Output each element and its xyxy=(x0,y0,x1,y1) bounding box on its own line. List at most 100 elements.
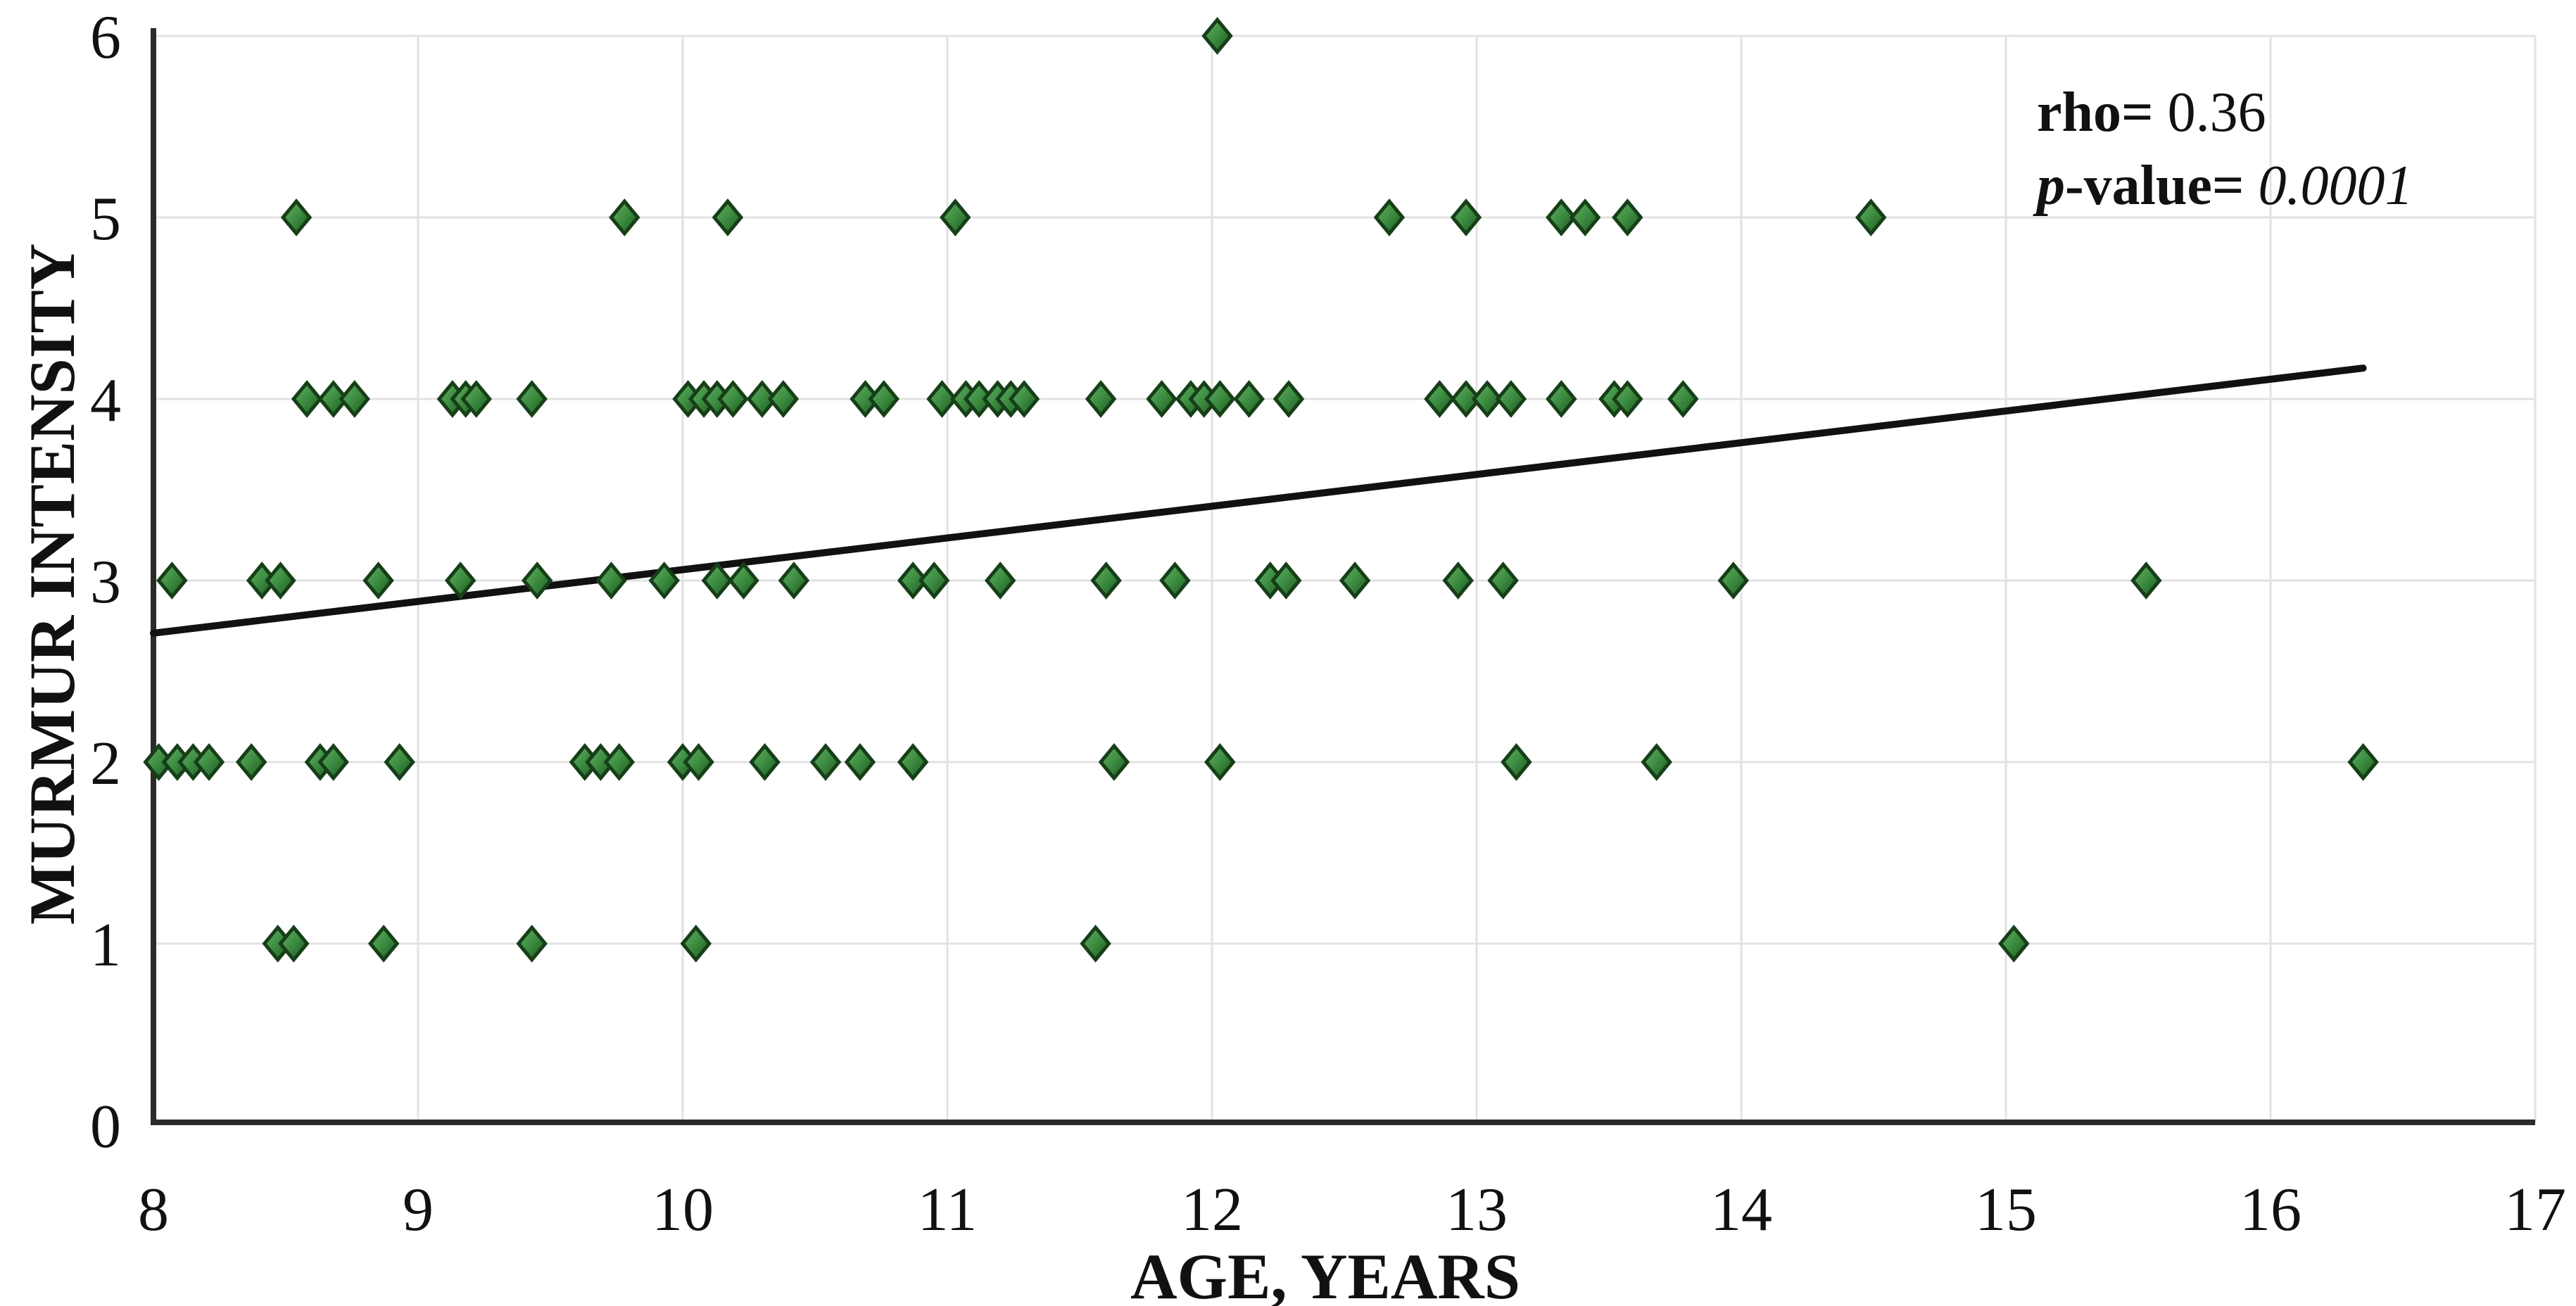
data-point-diamond xyxy=(746,380,778,418)
trend-line xyxy=(150,364,2367,637)
data-point-diamond xyxy=(1450,380,1482,418)
data-point-diamond xyxy=(1201,17,1233,55)
data-point-diamond xyxy=(926,380,958,418)
data-point-diamond xyxy=(516,925,548,963)
y-tick-label: 2 xyxy=(90,730,121,798)
data-point-diamond xyxy=(156,562,188,600)
data-point-diamond xyxy=(609,198,640,236)
x-tick-label: 14 xyxy=(1710,1176,1772,1244)
rho-value: 0.36 xyxy=(2154,82,2266,144)
x-tick-labels: 8 9 10 11 12 13 14 15 16 17 xyxy=(138,1176,2566,1244)
data-point-diamond xyxy=(1008,380,1040,418)
data-point-diamond xyxy=(1612,198,1643,236)
data-point-diamond xyxy=(339,380,371,418)
x-tick-label: 9 xyxy=(403,1176,434,1244)
data-point-diamond xyxy=(317,743,349,781)
data-point-diamond xyxy=(1546,198,1577,236)
y-tick-label: 1 xyxy=(90,911,121,980)
y-axis-title: MURMUR INTENSITY xyxy=(16,243,88,925)
rho-annotation-line: rho= 0.36 xyxy=(2037,82,2266,144)
p-symbol: p xyxy=(2033,155,2065,217)
data-point-diamond xyxy=(1569,198,1601,236)
data-point-diamond xyxy=(1450,198,1482,236)
data-point-diamond xyxy=(984,562,1016,600)
data-point-diamond xyxy=(265,562,296,600)
data-point-diamond xyxy=(1424,380,1456,418)
data-point-diamond xyxy=(460,380,492,418)
rho-label: rho= xyxy=(2037,82,2154,144)
data-point-diamond xyxy=(897,562,929,600)
x-axis-title: AGE, YEARS xyxy=(1130,1241,1520,1306)
data-point-diamond xyxy=(1717,562,1749,600)
data-point-diamond xyxy=(1495,380,1527,418)
data-point-diamond xyxy=(1855,198,1887,236)
data-point-diamond xyxy=(1546,380,1577,418)
data-point-diamond xyxy=(648,562,680,600)
p-value-number: 0.0001 xyxy=(2244,155,2413,217)
data-point-diamond xyxy=(193,743,225,781)
data-point-diamond xyxy=(1090,562,1122,600)
p-value-annotation-line: p-value= 0.0001 xyxy=(2033,155,2413,217)
data-point-diamond xyxy=(235,743,267,781)
data-point-diamond xyxy=(1204,380,1236,418)
y-tick-labels: 0 1 2 3 4 5 6 xyxy=(90,4,121,1161)
y-tick-label: 5 xyxy=(90,185,121,253)
data-point-diamond xyxy=(521,562,553,600)
data-point-diamond xyxy=(595,562,627,600)
data-point-diamond xyxy=(717,380,749,418)
data-point-diamond xyxy=(749,743,781,781)
x-tick-label: 12 xyxy=(1181,1176,1243,1244)
data-point-diamond xyxy=(317,380,349,418)
data-point-diamond xyxy=(918,562,950,600)
data-point-diamond xyxy=(712,198,744,236)
data-point-diamond xyxy=(1273,380,1305,418)
y-tick-label: 0 xyxy=(90,1093,121,1161)
data-point-diamond xyxy=(1098,743,1130,781)
data-point-diamond xyxy=(362,562,394,600)
data-point-diamond xyxy=(1487,562,1519,600)
data-point-diamond xyxy=(1159,562,1191,600)
x-tick-label: 13 xyxy=(1446,1176,1508,1244)
data-point-diamond xyxy=(701,562,733,600)
data-point-diamond xyxy=(1641,743,1672,781)
data-point-diamond xyxy=(1233,380,1265,418)
scatter-series xyxy=(143,17,2379,963)
x-tick-label: 11 xyxy=(918,1176,978,1244)
data-point-diamond xyxy=(868,380,900,418)
data-point-diamond xyxy=(1204,743,1236,781)
data-point-diamond xyxy=(603,743,636,781)
data-point-diamond xyxy=(683,743,714,781)
y-tick-label: 4 xyxy=(90,367,121,435)
axis-spines xyxy=(151,28,2535,1125)
data-point-diamond xyxy=(278,925,310,963)
data-point-diamond xyxy=(1270,562,1302,600)
x-tick-label: 17 xyxy=(2504,1176,2566,1244)
data-point-diamond xyxy=(897,743,929,781)
data-point-diamond xyxy=(1085,380,1117,418)
y-tick-label: 6 xyxy=(90,4,121,72)
data-point-diamond xyxy=(444,562,476,600)
data-point-diamond xyxy=(1080,925,1111,963)
data-point-diamond xyxy=(728,562,759,600)
data-point-diamond xyxy=(1612,380,1643,418)
x-tick-label: 10 xyxy=(652,1176,714,1244)
data-point-diamond xyxy=(844,743,876,781)
data-point-diamond xyxy=(1667,380,1699,418)
data-point-diamond xyxy=(2130,562,2162,600)
data-point-diamond xyxy=(367,925,400,963)
data-point-diamond xyxy=(680,925,712,963)
data-point-diamond xyxy=(1501,743,1532,781)
data-point-diamond xyxy=(384,743,415,781)
data-point-diamond xyxy=(767,380,800,418)
x-tick-label: 8 xyxy=(138,1176,169,1244)
data-point-diamond xyxy=(1146,380,1177,418)
x-tick-label: 15 xyxy=(1975,1176,2037,1244)
data-point-diamond xyxy=(280,198,312,236)
data-point-diamond xyxy=(1998,925,2030,963)
data-point-diamond xyxy=(1373,198,1406,236)
data-point-diamond xyxy=(1339,562,1371,600)
data-point-diamond xyxy=(2347,743,2379,781)
x-tick-label: 16 xyxy=(2240,1176,2302,1244)
